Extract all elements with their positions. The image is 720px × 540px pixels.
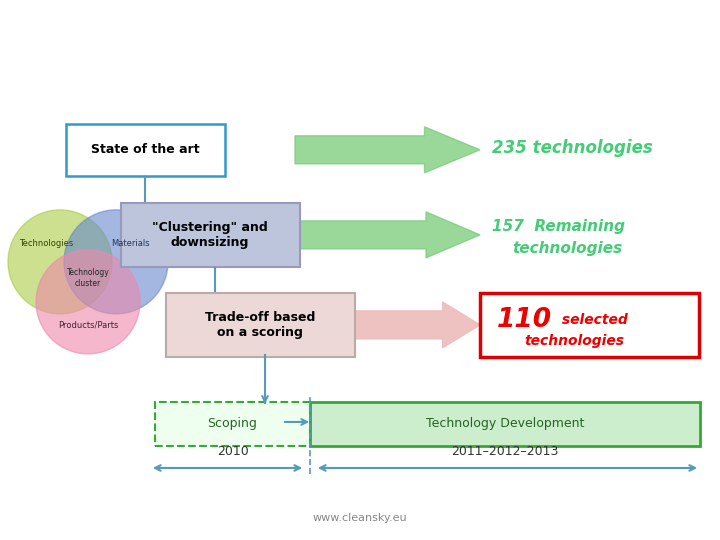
Text: selected: selected (557, 313, 628, 327)
Text: 157  Remaining: 157 Remaining (492, 219, 625, 234)
FancyBboxPatch shape (480, 293, 699, 357)
Circle shape (8, 210, 112, 314)
Bar (155, 402, 310, 446)
FancyBboxPatch shape (166, 293, 354, 357)
Circle shape (64, 210, 168, 314)
Text: Technologies: Technologies (19, 239, 73, 248)
Text: Technology Development: Technology Development (426, 417, 584, 430)
Text: 2010: 2010 (217, 445, 248, 458)
Text: 2011–2012–2013: 2011–2012–2013 (451, 445, 559, 458)
Text: Products/Parts: Products/Parts (58, 321, 118, 330)
Text: technologies: technologies (512, 241, 622, 256)
Polygon shape (355, 302, 480, 348)
Circle shape (36, 250, 140, 354)
Text: Scoping: Scoping (207, 417, 258, 430)
Text: www.cleansky.eu: www.cleansky.eu (312, 513, 408, 523)
Text: Technology
cluster: Technology cluster (67, 268, 109, 288)
Text: 110: 110 (496, 307, 552, 333)
Text: EDA Technical Overview: EDA Technical Overview (216, 15, 590, 43)
Text: "Clustering" and
downsizing: "Clustering" and downsizing (152, 221, 268, 249)
Text: Technology Selection: Technology Selection (238, 55, 569, 83)
Polygon shape (300, 212, 480, 258)
Text: Materials: Materials (111, 239, 149, 248)
Polygon shape (295, 127, 480, 173)
Text: State of the art: State of the art (91, 143, 199, 156)
FancyBboxPatch shape (120, 203, 300, 267)
Bar (310, 402, 700, 446)
FancyBboxPatch shape (66, 124, 225, 176)
Text: Trade-off based
on a scoring: Trade-off based on a scoring (204, 311, 315, 339)
Text: technologies: technologies (524, 334, 624, 348)
Text: 235 technologies: 235 technologies (492, 139, 653, 157)
